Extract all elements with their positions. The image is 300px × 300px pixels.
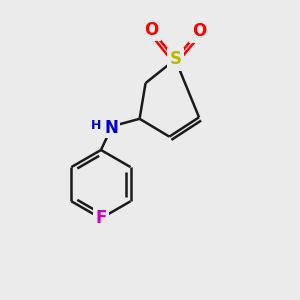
Text: F: F (95, 209, 106, 227)
Text: N: N (104, 119, 118, 137)
Text: H: H (91, 119, 102, 132)
Text: O: O (144, 21, 159, 39)
Text: O: O (192, 22, 206, 40)
Text: S: S (169, 50, 181, 68)
